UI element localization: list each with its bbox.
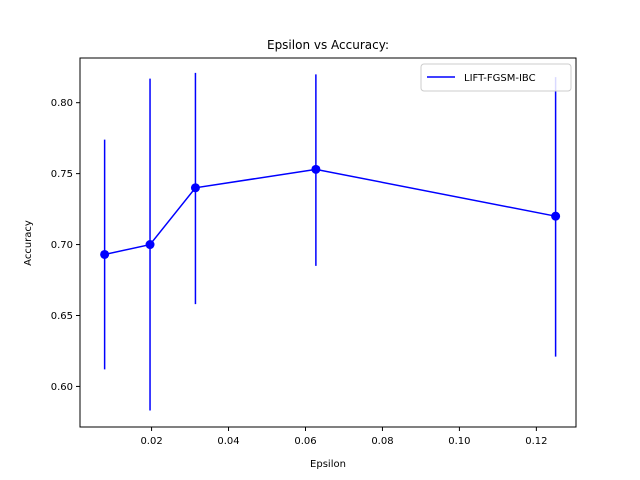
- data-point: [551, 211, 561, 221]
- y-tick-label: 0.65: [51, 311, 73, 322]
- y-axis-label: Accuracy: [23, 220, 34, 266]
- x-axis-label: Epsilon: [310, 459, 346, 470]
- axes-frame: [79, 57, 577, 428]
- data-point: [100, 249, 110, 259]
- chart-title: Epsilon vs Accuracy:: [267, 38, 389, 52]
- y-axis: 0.60 0.65 0.70 0.75 0.80: [51, 98, 80, 393]
- plot-area: [100, 72, 561, 411]
- x-tick-label: 0.12: [525, 436, 547, 447]
- legend-label: LIFT-FGSM-IBC: [464, 73, 536, 84]
- data-point: [190, 183, 200, 193]
- legend: LIFT-FGSM-IBC: [420, 63, 572, 92]
- y-tick-label: 0.70: [51, 240, 73, 251]
- y-tick-label: 0.80: [51, 98, 73, 109]
- x-tick-label: 0.08: [371, 436, 393, 447]
- x-tick-label: 0.10: [448, 436, 470, 447]
- x-tick-label: 0.02: [140, 436, 162, 447]
- y-tick-label: 0.60: [51, 382, 73, 393]
- x-tick-label: 0.04: [217, 436, 239, 447]
- x-axis: 0.02 0.04 0.06 0.08 0.10 0.12: [140, 427, 547, 447]
- data-point: [311, 164, 321, 174]
- data-point: [145, 240, 155, 250]
- y-tick-label: 0.75: [51, 169, 73, 180]
- legend-box: [420, 63, 572, 92]
- x-tick-label: 0.06: [294, 436, 316, 447]
